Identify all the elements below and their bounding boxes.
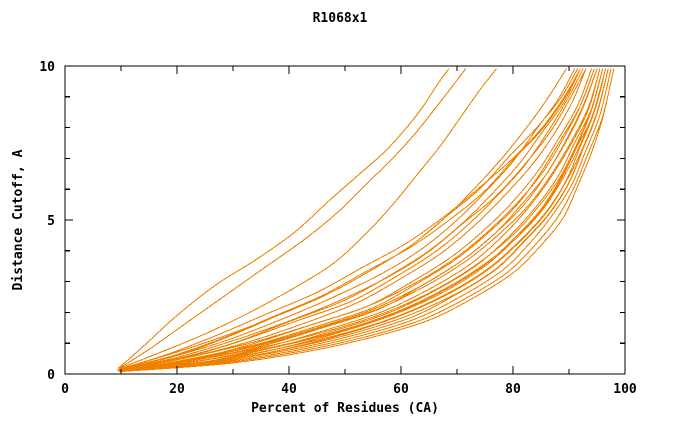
- data-curve: [120, 68, 615, 373]
- data-curve: [118, 68, 598, 372]
- data-curve: [120, 68, 612, 373]
- x-axis-label: Percent of Residues (CA): [251, 401, 439, 416]
- x-axis-tick-label: 40: [281, 382, 297, 397]
- data-curve: [118, 68, 601, 372]
- data-curve: [119, 68, 604, 372]
- data-curve: [117, 68, 567, 370]
- tick-labels-group: 0 20 40 60 80 100 0 5 10: [39, 60, 637, 397]
- data-curve: [119, 68, 609, 372]
- x-axis-tick-label: 60: [393, 382, 409, 397]
- data-curve: [120, 68, 609, 373]
- plot-frame-group: [64, 65, 626, 375]
- data-curve: [120, 68, 497, 369]
- data-curve: [117, 68, 581, 370]
- data-curve: [119, 68, 609, 373]
- data-curve: [118, 68, 606, 372]
- data-curve: [118, 68, 587, 371]
- data-curve: [117, 68, 584, 371]
- data-curve: [118, 68, 450, 369]
- data-curve: [120, 68, 595, 372]
- x-axis-tick-label: 100: [613, 382, 637, 397]
- y-axis-tick-label: 0: [47, 368, 55, 383]
- x-axis-tick-label: 0: [61, 382, 69, 397]
- data-curve: [119, 68, 592, 372]
- data-curve: [120, 68, 587, 371]
- y-axis-tick-label: 5: [47, 214, 55, 229]
- data-curve: [120, 68, 615, 373]
- data-curves-group: [117, 68, 615, 373]
- data-curve: [119, 68, 466, 369]
- data-curve: [118, 68, 578, 370]
- chart-title: R1068x1: [313, 11, 368, 26]
- data-curve: [118, 68, 595, 371]
- data-curve: [117, 68, 606, 372]
- x-axis-tick-label: 80: [505, 382, 521, 397]
- data-curve: [119, 68, 604, 372]
- y-axis-label: Distance Cutoff, A: [11, 149, 26, 290]
- x-axis-tick-label: 20: [169, 382, 185, 397]
- y-axis-tick-label: 10: [39, 60, 55, 75]
- data-curve: [118, 68, 576, 370]
- data-curve: [118, 68, 601, 372]
- data-curve: [117, 68, 581, 370]
